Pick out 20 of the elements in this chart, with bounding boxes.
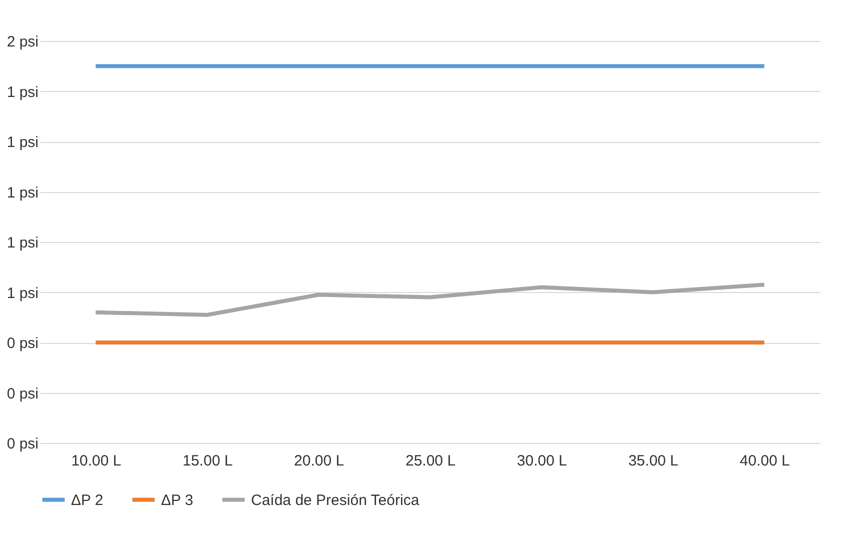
line-series [94, 282, 766, 317]
y-tick-label: 1 psi [6, 234, 38, 252]
x-tick-label: 15.00 L [182, 452, 233, 470]
y-tick-label: 1 psi [6, 184, 38, 202]
legend-label: ΔP 3 [161, 492, 194, 509]
y-tick-label: 0 psi [6, 436, 38, 452]
legend-label: ΔP 2 [71, 492, 104, 509]
y-tick-label: 1 psi [6, 84, 38, 101]
x-tick-label: 35.00 L [628, 452, 678, 470]
legend-label: Caída de Presión Teórica [251, 492, 420, 509]
y-tick-label: 0 psi [6, 335, 38, 352]
y-tick-label: 1 psi [6, 134, 38, 151]
y-tick-label: 2 psi [6, 34, 38, 50]
y-tick-label: 0 psi [6, 385, 38, 402]
y-tick-label: 1 psi [6, 284, 38, 302]
x-tick-label: 30.00 L [516, 452, 567, 470]
x-tick-label: 25.00 L [405, 452, 456, 470]
x-tick-label: 40.00 L [740, 452, 790, 470]
x-tick-label: 10.00 L [71, 452, 122, 470]
x-tick-label: 20.00 L [294, 452, 344, 470]
